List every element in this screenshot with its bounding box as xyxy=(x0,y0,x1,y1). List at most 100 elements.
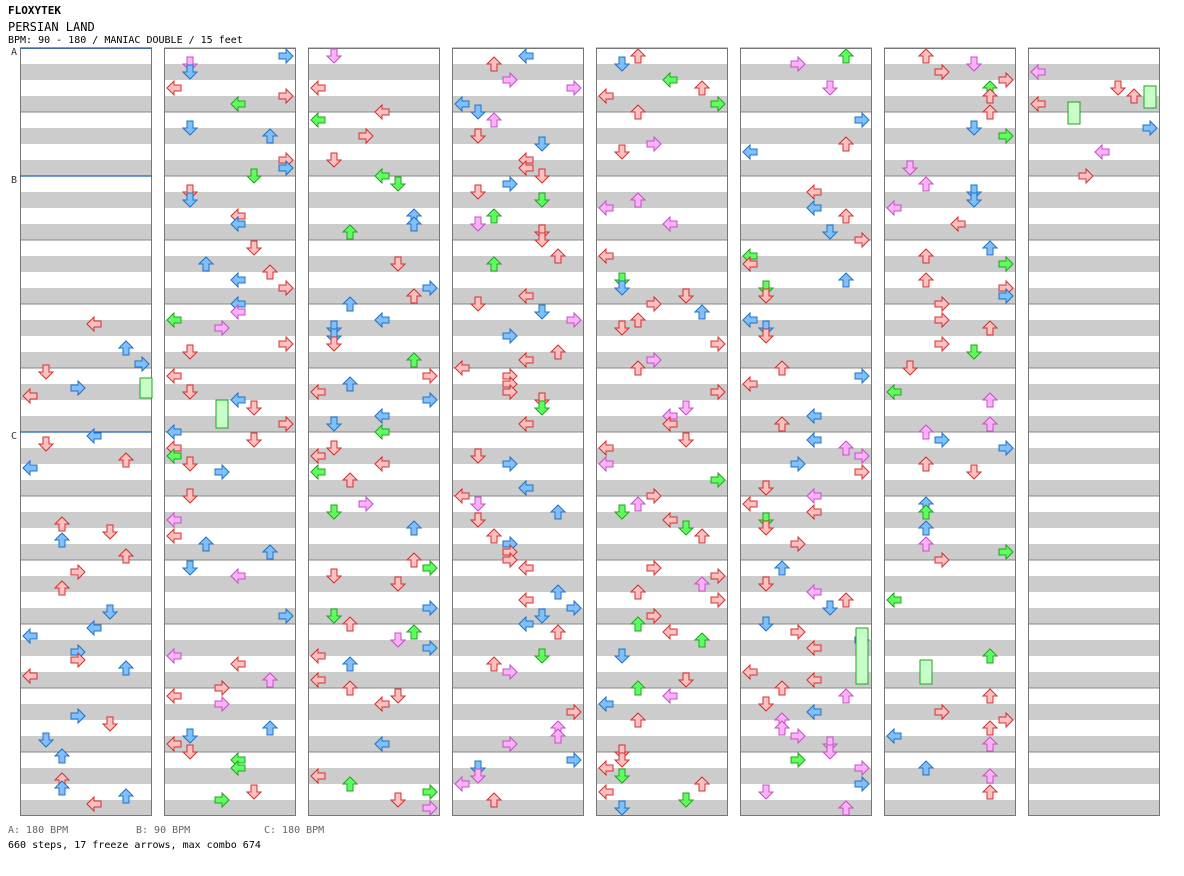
arrow-left-icon xyxy=(598,695,614,713)
arrow-up-icon xyxy=(837,136,855,152)
arrow-down-icon xyxy=(533,608,551,624)
arrow-down-icon xyxy=(533,232,551,248)
arrow-down-icon xyxy=(965,464,983,480)
arrow-up-icon xyxy=(405,624,423,640)
arrow-down-icon xyxy=(677,432,695,448)
arrow-down-icon xyxy=(245,240,263,256)
arrow-right-icon xyxy=(278,87,294,105)
arrow-down-icon xyxy=(469,104,487,120)
arrow-down-icon xyxy=(181,120,199,136)
arrow-right-icon xyxy=(854,447,870,465)
arrow-down-icon xyxy=(181,384,199,400)
arrow-up-icon xyxy=(693,576,711,592)
arrow-up-icon xyxy=(485,256,503,272)
arrow-up-icon xyxy=(837,48,855,64)
arrow-right-icon xyxy=(710,383,726,401)
arrow-right-icon xyxy=(710,567,726,585)
arrow-up-icon xyxy=(485,56,503,72)
arrow-left-icon xyxy=(1030,63,1046,81)
arrow-down-icon xyxy=(389,792,407,808)
arrow-right-icon xyxy=(566,79,582,97)
arrow-left-icon xyxy=(950,215,966,233)
arrow-down-icon xyxy=(181,560,199,576)
arrow-left-icon xyxy=(166,687,182,705)
arrow-left-icon xyxy=(806,639,822,657)
arrow-up-icon xyxy=(629,584,647,600)
arrow-right-icon xyxy=(646,351,662,369)
arrow-up-icon xyxy=(981,648,999,664)
arrow-left-icon xyxy=(166,311,182,329)
arrow-left-icon xyxy=(454,487,470,505)
arrow-left-icon xyxy=(662,71,678,89)
arrow-down-icon xyxy=(613,768,631,784)
arrow-up-icon xyxy=(261,264,279,280)
arrow-left-icon xyxy=(518,351,534,369)
column-border xyxy=(740,48,872,816)
arrow-left-icon xyxy=(806,671,822,689)
arrow-up-icon xyxy=(117,788,135,804)
arrow-down-icon xyxy=(181,192,199,208)
arrow-left-icon xyxy=(886,727,902,745)
arrow-down-icon xyxy=(757,480,775,496)
arrow-left-icon xyxy=(886,383,902,401)
arrow-down-icon xyxy=(181,64,199,80)
arrow-up-icon xyxy=(981,392,999,408)
arrow-down-icon xyxy=(469,128,487,144)
arrow-up-icon xyxy=(837,688,855,704)
freeze-arrow-icon xyxy=(1143,85,1157,109)
arrow-down-icon xyxy=(181,488,199,504)
step-summary: 660 steps, 17 freeze arrows, max combo 6… xyxy=(8,840,261,851)
arrow-down-icon xyxy=(389,176,407,192)
arrow-left-icon xyxy=(518,159,534,177)
arrow-right-icon xyxy=(70,651,86,669)
arrow-down-icon xyxy=(965,56,983,72)
bpm-legend-a: A: 180 BPM xyxy=(8,825,69,836)
arrow-up-icon xyxy=(629,360,647,376)
section-marker-c: C xyxy=(11,431,18,442)
arrow-left-icon xyxy=(374,455,390,473)
arrow-right-icon xyxy=(422,799,438,817)
arrow-up-icon xyxy=(917,272,935,288)
arrow-right-icon xyxy=(422,599,438,617)
arrow-right-icon xyxy=(502,551,518,569)
arrow-up-icon xyxy=(1125,88,1143,104)
arrow-right-icon xyxy=(278,415,294,433)
arrow-left-icon xyxy=(518,615,534,633)
arrow-down-icon xyxy=(613,144,631,160)
column-border xyxy=(1028,48,1160,816)
arrow-down-icon xyxy=(613,504,631,520)
arrow-up-icon xyxy=(261,544,279,560)
arrow-down-icon xyxy=(389,576,407,592)
arrow-up-icon xyxy=(341,616,359,632)
section-marker-a: A xyxy=(11,47,18,58)
arrow-up-icon xyxy=(837,208,855,224)
arrow-up-icon xyxy=(629,192,647,208)
arrow-up-icon xyxy=(341,224,359,240)
arrow-up-icon xyxy=(341,376,359,392)
column-border xyxy=(164,48,296,816)
arrow-right-icon xyxy=(278,335,294,353)
arrow-up-icon xyxy=(773,560,791,576)
arrow-left-icon xyxy=(454,359,470,377)
arrow-up-icon xyxy=(341,472,359,488)
arrow-right-icon xyxy=(646,607,662,625)
arrow-up-icon xyxy=(981,688,999,704)
arrow-left-icon xyxy=(230,655,246,673)
arrow-left-icon xyxy=(806,583,822,601)
arrow-right-icon xyxy=(998,711,1014,729)
arrow-right-icon xyxy=(646,487,662,505)
column-border xyxy=(596,48,728,816)
arrow-left-icon xyxy=(662,623,678,641)
arrow-up-icon xyxy=(485,656,503,672)
arrow-left-icon xyxy=(86,795,102,813)
arrow-up-icon xyxy=(917,536,935,552)
arrow-left-icon xyxy=(230,215,246,233)
arrow-up-icon xyxy=(917,176,935,192)
arrow-left-icon xyxy=(166,447,182,465)
arrow-down-icon xyxy=(901,160,919,176)
arrow-up-icon xyxy=(629,104,647,120)
arrow-up-icon xyxy=(981,720,999,736)
arrow-up-icon xyxy=(917,760,935,776)
arrow-up-icon xyxy=(981,88,999,104)
arrow-left-icon xyxy=(166,79,182,97)
